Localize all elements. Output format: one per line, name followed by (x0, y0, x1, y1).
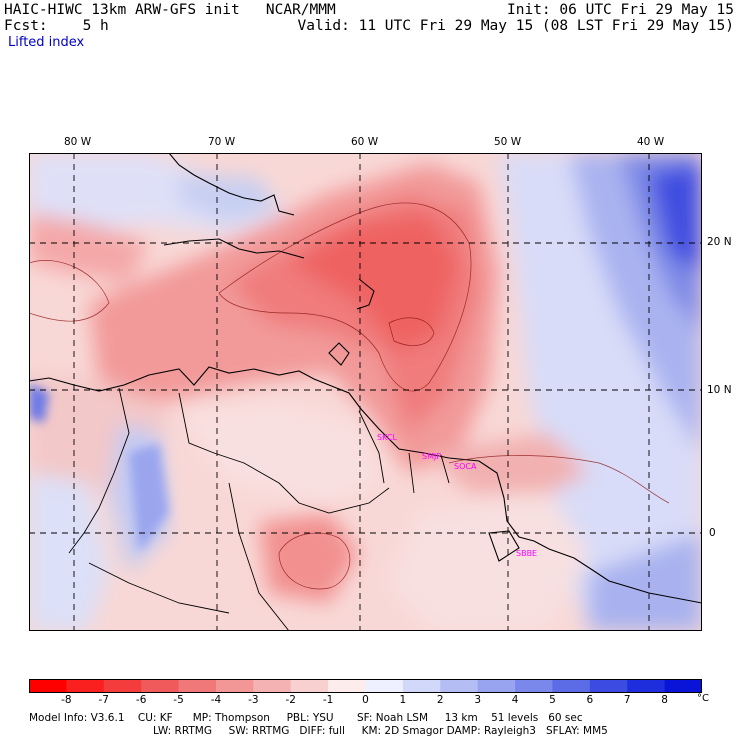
model-info-line1: Model Info: V3.6.1 CU: KF MP: Thompson P… (29, 712, 583, 724)
valid-time: Valid: 11 UTC Fri 29 May 15 (08 LST Fri … (297, 18, 735, 34)
colorbar-tick-label: 1 (399, 694, 407, 706)
station-skcl: SKCL (377, 433, 397, 442)
lat-label-0: 0 (709, 527, 716, 539)
colorbar-cell (664, 679, 702, 693)
init-time: Init: 06 UTC Fri 29 May 15 (507, 2, 734, 18)
lat-lon-grid (29, 153, 702, 631)
lon-label-70w: 70 W (208, 136, 236, 148)
colorbar-tick-label: 8 (661, 694, 668, 706)
colorbar-cell (215, 679, 254, 693)
colorbar-cell (365, 679, 404, 693)
colorbar-cell (103, 679, 142, 693)
colorbar-unit: °C (697, 693, 709, 704)
station-soca: SOCA (454, 462, 477, 471)
colorbar-tick-label: -1 (322, 694, 334, 706)
map-frame (29, 153, 702, 631)
lon-label-60w: 60 W (351, 136, 379, 148)
country-borders (68, 387, 450, 631)
colorbar-tick-label: -3 (248, 694, 259, 706)
colorbar-tick-label: -5 (173, 694, 184, 706)
lifted-index-map: SKCL SMJP SOCA SBBE (29, 153, 702, 631)
colorbar-tick-label: -7 (98, 694, 110, 706)
station-sbbe: SBBE (516, 549, 537, 558)
colorbar-cell (440, 679, 479, 693)
colorbar-tick-label: 3 (474, 694, 481, 706)
colorbar-tick-label: -2 (285, 694, 296, 706)
colorbar (29, 679, 702, 693)
colorbar-tick-label: 0 (362, 694, 369, 706)
colorbar-tick-label: -6 (135, 694, 147, 706)
station-markers: SKCL SMJP SOCA SBBE (377, 433, 537, 558)
forecast-hour: Fcst: 5 h (4, 18, 109, 34)
colorbar-tick-label: 5 (549, 694, 556, 706)
model-info-line2: LW: RRTMG SW: RRTMG DIFF: full KM: 2D Sm… (153, 725, 608, 737)
colorbar-tick-label: 6 (586, 694, 594, 706)
colorbar-tick-label: -4 (210, 694, 222, 706)
colorbar-cell (589, 679, 628, 693)
colorbar-cell (515, 679, 553, 693)
colorbar-tick-label: 2 (436, 694, 444, 706)
lon-label-50w: 50 W (494, 136, 522, 148)
colorbar-cell (627, 679, 666, 693)
lat-label-10n: 10 N (707, 384, 732, 396)
lifted-index-field (29, 153, 702, 631)
colorbar-cell (552, 679, 591, 693)
coastlines (29, 153, 702, 604)
colorbar-cell (66, 679, 105, 693)
colorbar-cell (178, 679, 217, 693)
colorbar-cell (477, 679, 516, 693)
colorbar-cell (253, 679, 292, 693)
lon-label-80w: 80 W (64, 136, 92, 148)
colorbar-tick-label: -8 (61, 694, 72, 706)
colorbar-cell (402, 679, 441, 693)
lat-label-20n: 20 N (707, 236, 732, 248)
variable-name: Lifted index (8, 35, 85, 50)
lon-label-40w: 40 W (637, 136, 665, 148)
colorbar-tick-label: 4 (511, 694, 519, 706)
colorbar-cell (328, 679, 366, 693)
map-title: HAIC-HIWC 13km ARW-GFS init NCAR/MMM (4, 2, 336, 18)
colorbar-cell (290, 679, 329, 693)
station-smjp: SMJP (422, 452, 441, 461)
colorbar-cell (141, 679, 180, 693)
contour-lines (29, 202, 670, 590)
colorbar-tick-label: 7 (623, 694, 631, 706)
colorbar-cell (29, 679, 67, 693)
